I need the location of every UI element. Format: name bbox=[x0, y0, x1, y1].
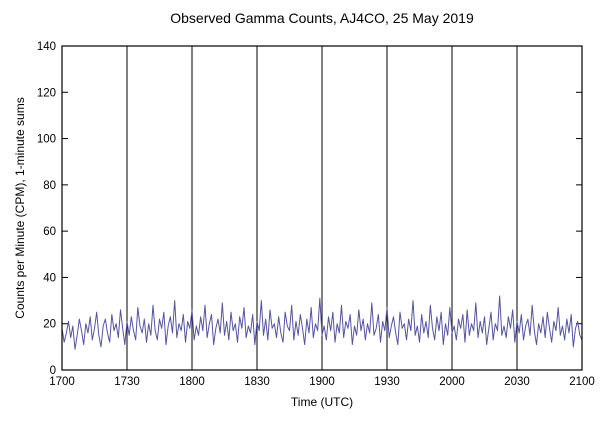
x-tick-label: 1900 bbox=[309, 376, 335, 388]
y-tick-label: 140 bbox=[37, 41, 56, 53]
y-tick-label: 0 bbox=[50, 365, 56, 377]
x-tick-label: 1800 bbox=[179, 376, 205, 388]
y-tick-label: 80 bbox=[43, 180, 56, 192]
y-tick-label: 120 bbox=[37, 87, 56, 99]
x-tick-label: 2030 bbox=[504, 376, 530, 388]
x-tick-label: 1930 bbox=[374, 376, 400, 388]
y-tick-label: 40 bbox=[43, 272, 56, 284]
x-axis-label: Time (UTC) bbox=[290, 395, 354, 409]
y-tick-label: 20 bbox=[43, 319, 56, 331]
x-tick-label: 1830 bbox=[244, 376, 270, 388]
x-tick-label: 1730 bbox=[114, 376, 140, 388]
gamma-counts-line bbox=[61, 295, 583, 350]
x-tick-label: 1700 bbox=[49, 376, 75, 388]
y-tick-label: 60 bbox=[43, 226, 56, 238]
plot-border bbox=[61, 45, 583, 371]
x-tick-label: 2000 bbox=[439, 376, 465, 388]
chart-title: Observed Gamma Counts, AJ4CO, 25 May 201… bbox=[170, 10, 474, 26]
x-tick-label: 2100 bbox=[569, 376, 595, 388]
y-tick-label: 100 bbox=[37, 134, 56, 146]
